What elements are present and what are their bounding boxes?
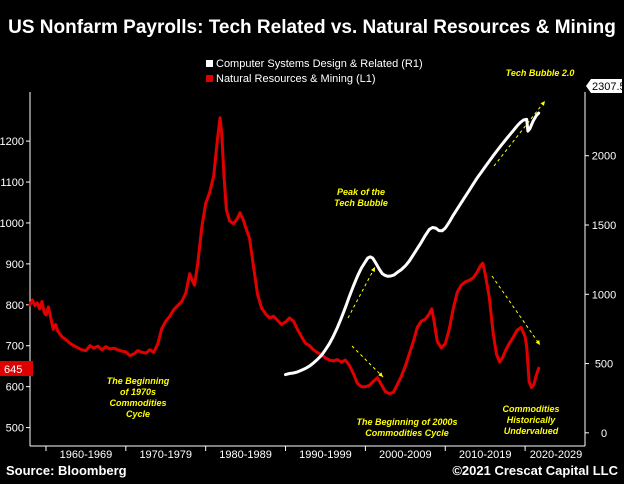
chart-title: US Nonfarm Payrolls: Tech Related vs. Na… — [8, 17, 616, 38]
legend-label-mining: Natural Resources & Mining (L1) — [216, 73, 376, 85]
x-axis: 1960-1969 1970-1979 1980-1989 1990-1999 2000… — [45, 446, 583, 461]
annotation-line: Historically — [507, 415, 557, 425]
annotation-tech-bubble-2: Tech Bubble 2.0 — [506, 68, 575, 78]
left-last-value: 645 — [4, 364, 22, 376]
x-axis-tick: 1960-1969 — [60, 449, 113, 461]
annotation-2000s-cycle: The Beginning of 2000s Commodities Cycle — [356, 417, 457, 438]
annotation-arrowhead — [540, 101, 545, 106]
last-value-flags: 645 2307.5 — [0, 79, 624, 376]
right-axis-tick: 2000 — [592, 151, 616, 163]
annotation-line: Peak of the — [337, 187, 385, 197]
annotation-line: Commodities — [502, 404, 559, 414]
legend: Computer Systems Design & Related (R1) N… — [206, 58, 423, 85]
right-last-value-flag — [586, 79, 622, 93]
plot-lines — [28, 111, 541, 396]
right-axis-tick: 500 — [595, 359, 613, 371]
left-axis-tick: 900 — [6, 259, 24, 271]
annotation-tech-peak: Peak of the Tech Bubble — [334, 187, 388, 208]
annotation-undervalued: Commodities Historically Undervalued — [502, 404, 559, 436]
right-last-value: 2307.5 — [592, 81, 624, 93]
annotation-line: The Beginning — [107, 376, 170, 386]
legend-swatch-mining — [206, 75, 213, 82]
annotation-arrow — [347, 266, 376, 319]
x-axis-tick: 2000-2009 — [379, 449, 432, 461]
x-axis-tick: 1970-1979 — [139, 449, 192, 461]
annotation-arrows — [347, 100, 546, 378]
left-axis-tick: 1000 — [0, 218, 24, 230]
x-axis-tick: 2020-2029 — [530, 449, 583, 461]
right-axis: 0 500 1000 1500 2000 — [585, 151, 616, 440]
x-axis-tick: 2010-2019 — [459, 449, 512, 461]
series-line-tech — [284, 111, 541, 377]
annotation-line: Undervalued — [504, 426, 559, 436]
left-axis-tick: 800 — [6, 300, 24, 312]
x-axis-tick: 1990-1999 — [299, 449, 352, 461]
annotation-line: The Beginning of 2000s — [356, 417, 457, 427]
annotation-1970s-cycle: The Beginning of 1970s Commodities Cycle — [107, 376, 170, 419]
left-axis-tick: 600 — [6, 382, 24, 394]
annotation-line: Tech Bubble — [334, 198, 388, 208]
annotation-arrow — [491, 275, 541, 346]
x-axis-tick: 1980-1989 — [219, 449, 272, 461]
source-label: Source: Bloomberg — [6, 463, 127, 478]
annotation-arrowhead — [378, 372, 383, 377]
annotation-line: Tech Bubble 2.0 — [506, 68, 575, 78]
annotation-line: Commodities Cycle — [365, 428, 449, 438]
right-axis-tick: 0 — [601, 428, 607, 440]
legend-swatch-tech — [206, 60, 213, 67]
annotation-arrow — [493, 100, 546, 167]
right-axis-tick: 1000 — [592, 289, 616, 301]
left-axis-tick: 500 — [6, 423, 24, 435]
left-last-value-flag — [0, 361, 33, 376]
annotation-arrowhead — [535, 340, 540, 345]
annotation-arrow — [351, 345, 384, 378]
left-axis-tick: 700 — [6, 341, 24, 353]
annotations: The Beginning of 1970s Commodities Cycle Pe… — [107, 68, 575, 438]
series-line-mining — [28, 116, 541, 396]
left-axis: 500 600 700 800 900 1000 1100 1200 — [0, 136, 30, 435]
annotation-line: of 1970s — [120, 387, 156, 397]
left-axis-tick: 1100 — [0, 177, 24, 189]
legend-label-tech: Computer Systems Design & Related (R1) — [216, 58, 423, 70]
left-axis-tick: 1200 — [0, 136, 24, 148]
annotation-line: Cycle — [126, 409, 150, 419]
right-axis-tick: 1500 — [592, 220, 616, 232]
annotation-line: Commodities — [109, 398, 166, 408]
copyright-label: ©2021 Crescat Capital LLC — [452, 463, 618, 478]
annotation-arrowhead — [370, 267, 375, 272]
